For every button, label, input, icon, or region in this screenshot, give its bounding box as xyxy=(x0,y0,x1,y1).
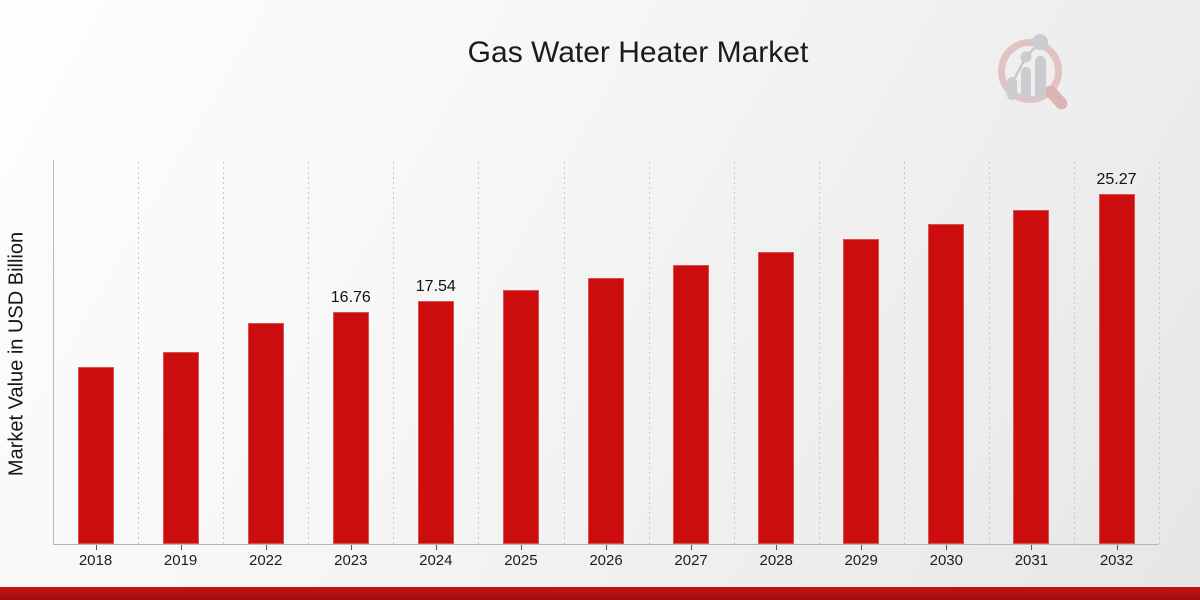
x-tick xyxy=(1031,545,1033,550)
bar xyxy=(162,351,199,544)
x-tick-label: 2022 xyxy=(249,552,283,569)
gridline xyxy=(308,162,310,545)
gridline xyxy=(988,162,990,545)
x-tick-label: 2025 xyxy=(504,552,538,569)
bar xyxy=(673,264,710,544)
mrfr-logo-watermark xyxy=(986,26,1078,112)
bar xyxy=(1013,209,1050,544)
x-axis-line xyxy=(53,544,1159,545)
bar xyxy=(1098,194,1135,544)
gridline xyxy=(648,162,650,545)
plot-area: 16.76 17.54 25.27 xyxy=(53,160,1160,550)
chart-title: Gas Water Heater Market xyxy=(467,36,809,69)
gridline xyxy=(733,162,735,545)
x-tick xyxy=(350,545,352,550)
x-tick xyxy=(435,545,437,550)
bar xyxy=(77,367,114,544)
gridline xyxy=(1073,162,1075,545)
bar xyxy=(843,238,880,544)
x-tick xyxy=(606,545,607,550)
x-tick xyxy=(946,545,948,550)
bar xyxy=(928,223,965,544)
x-tick-label: 2018 xyxy=(78,552,113,569)
x-tick xyxy=(180,545,182,550)
x-tick-label: 2028 xyxy=(759,552,793,569)
gridline xyxy=(903,162,905,545)
x-tick-label: 2032 xyxy=(1099,552,1134,569)
x-tick-label: 2024 xyxy=(419,552,453,569)
gridline xyxy=(138,162,140,545)
footer-accent-band xyxy=(0,587,1200,600)
gridline xyxy=(563,162,565,545)
gridline xyxy=(393,162,395,545)
x-axis-labels: 2018 2019 2022 2023 2024 2025 2026 2027 2028 2029… xyxy=(53,552,1159,572)
gridline xyxy=(478,162,480,545)
x-tick xyxy=(265,545,267,550)
bar-value-label: 17.54 xyxy=(415,278,456,296)
bar-value-label: 16.76 xyxy=(330,288,371,306)
magnifier-bar-chart-icon xyxy=(998,34,1068,110)
y-axis-label: Market Value in USD Billion xyxy=(5,231,28,477)
gridline xyxy=(223,162,225,545)
bar xyxy=(588,277,624,544)
x-tick xyxy=(95,545,97,550)
x-tick xyxy=(520,545,522,550)
bar xyxy=(758,252,795,544)
x-tick-label: 2027 xyxy=(674,552,708,569)
x-tick xyxy=(691,545,693,550)
x-tick-label: 2030 xyxy=(929,552,963,569)
bar xyxy=(417,301,454,544)
bar xyxy=(247,322,284,544)
x-tick-label: 2031 xyxy=(1014,552,1049,569)
gridline xyxy=(1159,162,1160,545)
x-tick-label: 2023 xyxy=(334,552,368,569)
x-tick xyxy=(861,545,863,550)
y-axis-line xyxy=(53,160,54,545)
x-tick-label: 2019 xyxy=(163,552,198,569)
x-tick xyxy=(1116,545,1118,550)
x-tick-label: 2029 xyxy=(844,552,878,569)
x-tick-label: 2026 xyxy=(589,552,623,569)
bar xyxy=(502,289,539,544)
gridline xyxy=(818,162,820,545)
bar-value-label: 25.27 xyxy=(1096,171,1137,188)
x-tick xyxy=(776,545,778,550)
bar xyxy=(332,311,369,544)
